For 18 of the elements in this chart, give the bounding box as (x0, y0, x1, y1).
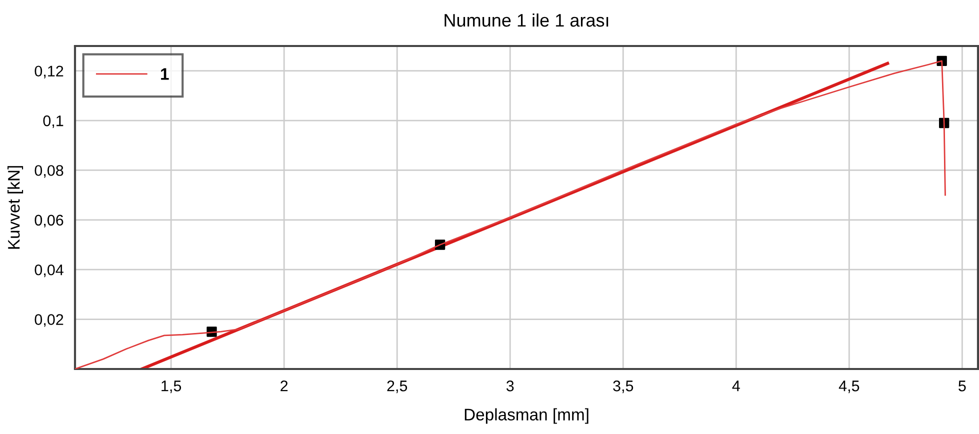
x-tick-label: 3,5 (613, 380, 634, 394)
x-tick-label: 5 (958, 380, 966, 392)
y-tick-label: 0,06 (34, 214, 64, 228)
y-tick-label: 0,02 (34, 314, 64, 327)
x-tick-label: 2,5 (387, 380, 408, 394)
y-axis-title: Kuvvet [kN] (8, 166, 24, 249)
legend-label: 1 (161, 68, 169, 80)
x-tick-label: 3 (506, 380, 514, 392)
y-tick-label: 0,1 (43, 115, 64, 128)
x-tick-label: 1,5 (162, 380, 182, 394)
y-tick-label: 0,12 (34, 66, 64, 78)
x-axis-title: Deplasman [mm] (464, 408, 588, 424)
chart-title: Numune 1 ile 1 arası (444, 13, 608, 27)
x-tick-label: 4 (732, 380, 740, 392)
y-tick-label: 0,04 (34, 264, 64, 278)
y-tick-label: 0,08 (34, 165, 64, 178)
x-tick-label: 4,5 (838, 380, 860, 394)
x-tick-label: 2 (280, 380, 288, 392)
